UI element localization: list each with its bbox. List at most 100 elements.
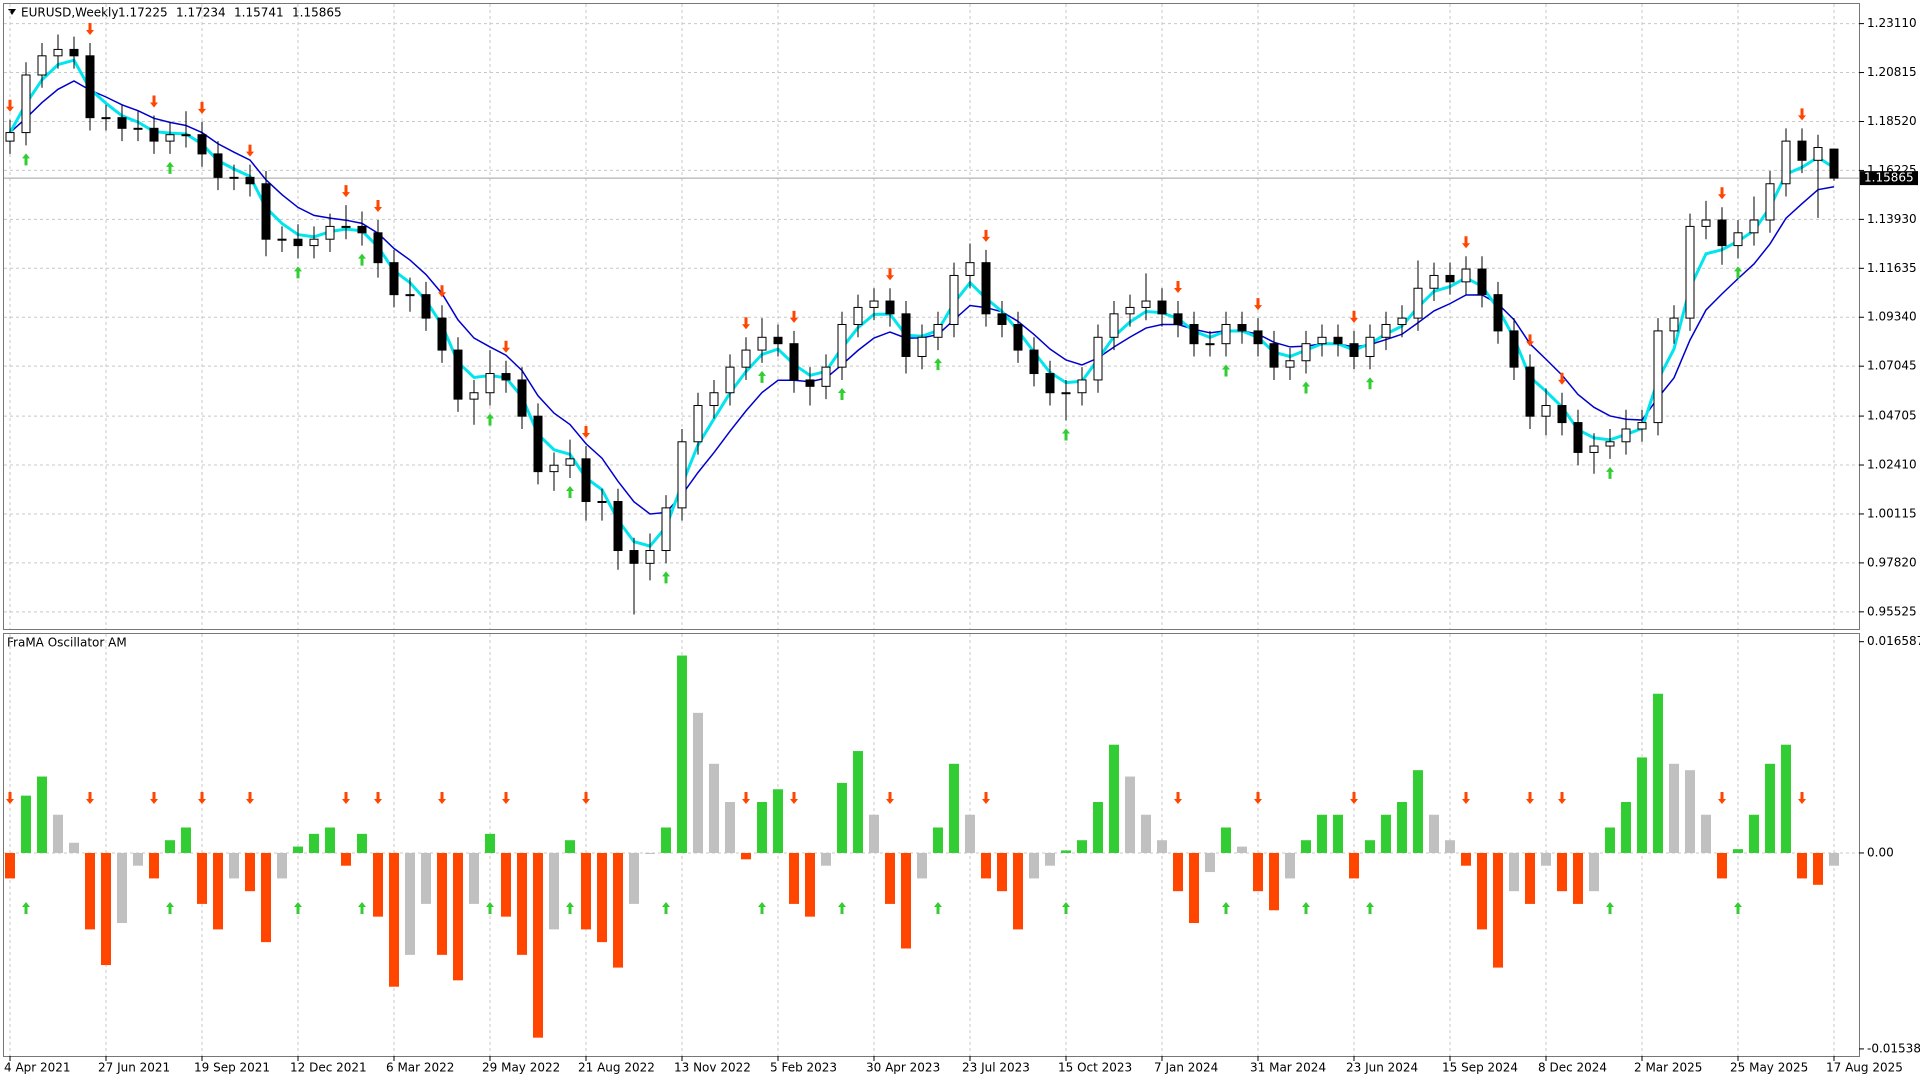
oscillator-bar — [1141, 814, 1151, 853]
signal-down-arrow — [502, 340, 510, 353]
candle-body — [293, 238, 303, 247]
oscillator-bar — [901, 852, 911, 949]
x-tick-label: 23 Jul 2023 — [962, 1061, 1030, 1075]
y-tick-label: 1.09340 — [1867, 310, 1917, 324]
candle-body — [821, 366, 831, 387]
y-tick-label: 1.07045 — [1867, 359, 1917, 373]
oscillator-bar — [1445, 840, 1455, 853]
oscillator-bar — [85, 852, 95, 930]
oscillator-bar — [1285, 852, 1295, 879]
x-tick-label: 29 May 2022 — [482, 1061, 560, 1075]
candle-body — [85, 55, 95, 119]
candle-body — [917, 336, 927, 357]
y-tick-label: 0.97820 — [1867, 555, 1917, 569]
signal-up-arrow — [1734, 266, 1742, 279]
signal-up-arrow — [294, 901, 302, 914]
candle-body — [1349, 343, 1359, 357]
x-tick-label: 2 Mar 2025 — [1634, 1061, 1702, 1075]
candle-body — [1477, 268, 1487, 296]
signal-up-arrow — [838, 901, 846, 914]
y-tick-label: 1.18520 — [1867, 114, 1917, 128]
oscillator-bar — [309, 833, 319, 853]
oscillator-bar — [1701, 814, 1711, 853]
signal-up-arrow — [1062, 428, 1070, 441]
candle-body — [1093, 336, 1103, 381]
x-tick-label: 23 Jun 2024 — [1346, 1061, 1418, 1075]
candle-body — [1557, 405, 1567, 424]
oscillator-bar — [1717, 852, 1727, 879]
signal-down-arrow — [438, 285, 446, 298]
signal-up-arrow — [22, 153, 30, 166]
oscillator-bar — [805, 852, 815, 917]
candle-body — [1269, 343, 1279, 368]
oscillator-bar — [1269, 852, 1279, 911]
oscillator-bar — [293, 846, 303, 853]
candle-body — [725, 366, 735, 394]
header-open: 1.17225 — [118, 6, 168, 20]
candle-body — [757, 336, 767, 351]
oscillator-bar — [1461, 852, 1471, 866]
oscillator-bar — [629, 852, 639, 904]
signal-down-arrow — [982, 791, 990, 804]
oscillator-bar — [197, 852, 207, 904]
candle-body — [709, 392, 719, 407]
oscillator-bar — [1077, 840, 1087, 853]
header-high: 1.17234 — [176, 6, 226, 20]
candle-body — [1717, 219, 1727, 247]
oscillator-bar — [1413, 770, 1423, 853]
oscillator-bar — [1109, 744, 1119, 853]
oscillator-bar — [1029, 852, 1039, 879]
candle-body — [1701, 219, 1711, 227]
signal-up-arrow — [662, 571, 670, 584]
signal-up-arrow — [1366, 377, 1374, 390]
oscillator-bar — [1813, 852, 1823, 885]
x-tick-label: 19 Sep 2021 — [194, 1061, 270, 1075]
candle-body — [1829, 148, 1839, 179]
y-tick-label: 1.00115 — [1867, 506, 1917, 520]
signal-down-arrow — [6, 99, 14, 112]
oscillator-bar — [37, 776, 47, 853]
signal-up-arrow — [486, 901, 494, 914]
oscillator-bar — [917, 852, 927, 879]
oscillator-bar — [1253, 852, 1263, 892]
signal-down-arrow — [86, 791, 94, 804]
oscillator-bar — [165, 840, 175, 853]
candle-body — [245, 176, 255, 185]
signal-down-arrow — [582, 791, 590, 804]
oscillator-bar — [1061, 850, 1071, 853]
candle-body — [1589, 445, 1599, 453]
signal-down-arrow — [246, 791, 254, 804]
candle-body — [181, 134, 191, 137]
candle-body — [1061, 392, 1071, 395]
candle-body — [1253, 330, 1263, 345]
oscillator-bar — [1381, 814, 1391, 853]
candle-body — [581, 458, 591, 502]
oscillator-bar — [1797, 852, 1807, 879]
candle-body — [1765, 183, 1775, 221]
x-tick-label: 12 Dec 2021 — [290, 1061, 367, 1075]
candle-body — [1733, 232, 1743, 247]
signal-up-arrow — [1302, 381, 1310, 394]
signal-up-arrow — [566, 486, 574, 499]
candle-body — [469, 392, 479, 400]
oscillator-bar — [501, 852, 511, 917]
oscillator-bar — [213, 852, 223, 930]
candle-body — [1205, 343, 1215, 346]
candle-body — [405, 294, 415, 297]
oscillator-bar — [613, 852, 623, 968]
candle-body — [661, 507, 671, 552]
candle-body — [853, 306, 863, 325]
signal-down-arrow — [1718, 187, 1726, 200]
signal-down-arrow — [198, 791, 206, 804]
oscillator-bar — [117, 852, 127, 924]
oscillator-bar — [837, 782, 847, 853]
candle-body — [277, 238, 287, 241]
signal-down-arrow — [1174, 281, 1182, 294]
signal-down-arrow — [438, 791, 446, 804]
candle-body — [1237, 323, 1247, 332]
candle-body — [1541, 405, 1551, 417]
oscillator-bar — [469, 852, 479, 904]
signal-up-arrow — [566, 901, 574, 914]
oscillator-bar — [1301, 840, 1311, 853]
